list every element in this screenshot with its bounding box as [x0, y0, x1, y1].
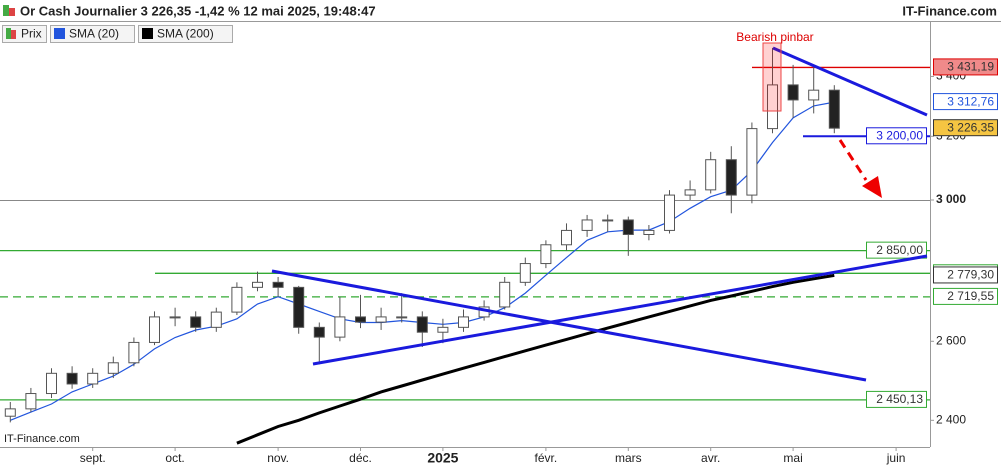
- candle-body: [375, 316, 387, 323]
- candle-body: [540, 244, 552, 265]
- x-tick-label: sept.: [80, 451, 106, 465]
- trend-line: [271, 269, 867, 382]
- sma-line: [236, 273, 835, 445]
- candle-body: [746, 128, 758, 196]
- level-box: [866, 390, 927, 408]
- x-tick-label: mars: [615, 451, 642, 465]
- candle-body: [581, 219, 593, 231]
- candle-body: [231, 286, 243, 313]
- y-tick-label: 2 600: [936, 333, 966, 347]
- x-tick-label: mai: [783, 451, 802, 465]
- level-label: 3 200,00: [876, 128, 923, 142]
- level-box: [866, 241, 927, 259]
- legend-label: SMA (20): [69, 27, 119, 41]
- candle-body: [252, 281, 263, 288]
- level-label: 3 431,19: [947, 60, 994, 74]
- legend-swatch: [11, 30, 16, 39]
- legend-label: SMA (200): [157, 27, 214, 41]
- candle-body: [210, 311, 222, 328]
- x-tick-label: juin: [886, 451, 906, 465]
- candle-body: [190, 316, 202, 328]
- candle-body: [107, 362, 119, 374]
- candle-body: [828, 89, 840, 129]
- candle-body: [602, 219, 614, 222]
- candle-body: [767, 84, 778, 130]
- candle-body: [293, 286, 305, 328]
- trend-line: [772, 46, 928, 117]
- x-tick-label: nov.: [267, 451, 289, 465]
- candle-body: [499, 281, 511, 308]
- level-label: 2 779,30: [947, 268, 994, 282]
- candle-body: [643, 229, 655, 235]
- candle-body: [705, 159, 717, 191]
- level-label: 3 312,76: [947, 94, 994, 108]
- level-box: [933, 119, 998, 137]
- candle-body: [272, 281, 284, 288]
- level-label: 2 719,55: [947, 289, 994, 303]
- y-tick-label: 3 000: [936, 192, 966, 206]
- candle-body: [46, 372, 57, 395]
- candle-body: [396, 316, 408, 319]
- x-tick-label: déc.: [349, 451, 372, 465]
- header-title: Or Cash Journalier 3 226,35 -1,42 % 12 m…: [20, 3, 376, 18]
- candle-body: [458, 316, 469, 328]
- candle-body: [149, 316, 160, 343]
- x-tick-label: 2025: [427, 450, 458, 466]
- arrow-head: [862, 176, 882, 198]
- candle-body: [25, 393, 37, 410]
- candle-body: [416, 316, 428, 333]
- trend-line: [312, 254, 928, 366]
- candle-body: [313, 326, 325, 338]
- x-tick-label: avr.: [701, 451, 720, 465]
- legend-box: [50, 25, 135, 43]
- level-box: [933, 287, 998, 305]
- candle-body: [128, 341, 140, 364]
- legend-label: Prix: [21, 27, 42, 41]
- arrow: [838, 139, 868, 181]
- candle-body: [437, 326, 449, 333]
- legend-swatch: [54, 28, 65, 39]
- candle-body: [622, 219, 634, 235]
- candle-body: [519, 263, 531, 283]
- level-label: 3 226,35: [947, 120, 994, 134]
- candle-body: [561, 229, 572, 246]
- level-box: [933, 266, 998, 284]
- candle-body: [4, 408, 16, 417]
- level-box: [933, 93, 998, 111]
- candle-body: [664, 194, 675, 231]
- levels: 3 200,00 2 850,00 2 450,13: [0, 66, 930, 408]
- plot: [4, 47, 840, 445]
- y-tick-label: 2 400: [936, 412, 966, 426]
- candle-body: [808, 89, 820, 101]
- level-label: 2 850,00: [876, 243, 923, 257]
- header-icon: [9, 8, 15, 16]
- level-box: [933, 58, 998, 76]
- legend-swatch: [142, 28, 153, 39]
- brand: IT-Finance.com: [902, 3, 997, 18]
- annotation: Bearish pinbar: [736, 30, 813, 44]
- header-icon: [3, 5, 9, 16]
- candle-body: [66, 372, 78, 385]
- x-tick-label: oct.: [165, 451, 184, 465]
- candle-body: [787, 84, 799, 101]
- candle-body: [355, 316, 366, 323]
- legend-box: [138, 25, 233, 43]
- pinbar-box: [762, 42, 782, 112]
- candle-body: [725, 159, 737, 196]
- candle-body: [169, 316, 181, 319]
- legend: Prix SMA (20) SMA (200): [2, 25, 233, 43]
- level-label: 2 450,13: [876, 392, 923, 406]
- level-box: [866, 127, 927, 145]
- legend-swatch: [6, 28, 11, 39]
- candle-body: [87, 372, 99, 385]
- x-tick-label: févr.: [535, 451, 558, 465]
- watermark: IT-Finance.com: [4, 433, 80, 445]
- candle-body: [334, 316, 346, 338]
- candle-body: [684, 189, 696, 196]
